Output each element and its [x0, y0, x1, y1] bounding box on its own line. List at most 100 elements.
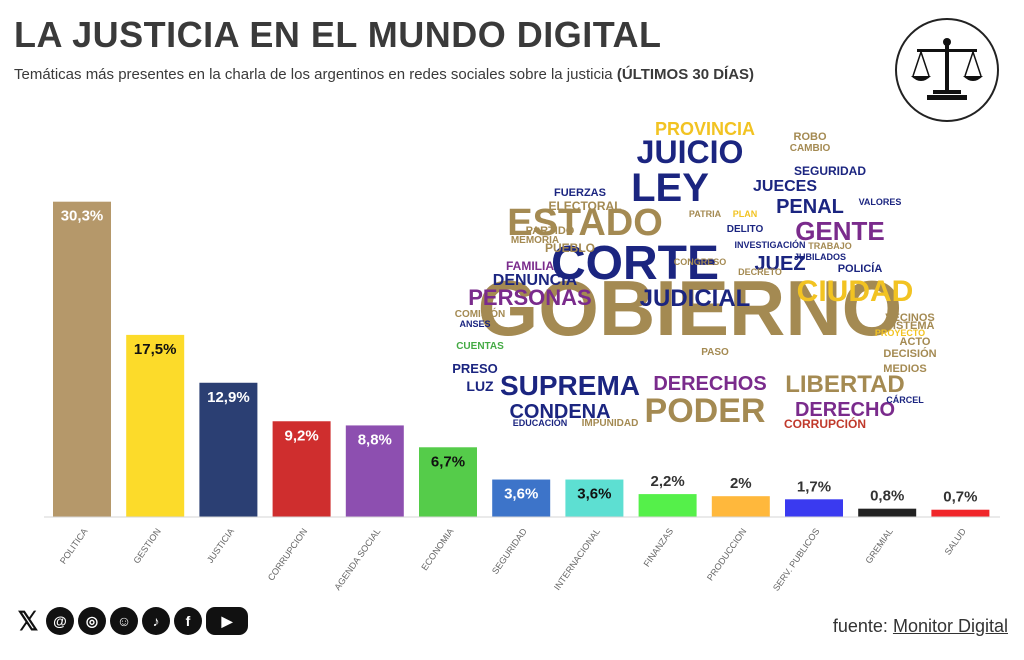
word-cloud-term: PARTIDO — [526, 225, 575, 237]
word-cloud-term: EDUCACIÓN — [513, 417, 568, 428]
bar-value-label: 8,8% — [358, 431, 392, 448]
word-cloud-term: PENAL — [776, 196, 844, 218]
word-cloud-term: ROBO — [794, 131, 827, 143]
word-cloud-term: CIUDAD — [797, 275, 914, 308]
bar-serv-publicos — [785, 499, 843, 517]
bar-value-label: 0,7% — [943, 489, 977, 506]
word-cloud-term: CORRUPCIÓN — [784, 416, 866, 431]
x-icon[interactable]: 𝕏 — [14, 606, 42, 636]
word-cloud-term: POLICÍA — [838, 262, 883, 275]
instagram-icon[interactable]: ◎ — [78, 607, 106, 635]
category-tick-label: GREMIAL — [863, 526, 894, 565]
word-cloud-term: MEMORIA — [511, 235, 559, 246]
word-cloud-term: FAMILIA — [506, 259, 554, 273]
word-cloud-term: TRABAJO — [808, 241, 852, 251]
source-credit: fuente: Monitor Digital — [833, 616, 1008, 637]
bar-finanzas — [638, 494, 697, 517]
word-cloud-term: DERECHOS — [653, 373, 766, 395]
category-tick-label: SALUD — [943, 526, 969, 557]
word-cloud-term: DELITO — [727, 224, 764, 235]
word-cloud-term: CORTE — [551, 237, 719, 290]
word-cloud-term: MEDIOS — [883, 363, 926, 375]
bar-agenda-social — [345, 425, 404, 517]
category-tick-label: FINANZAS — [642, 526, 676, 568]
word-cloud-term: PASO — [701, 347, 729, 358]
facebook-icon[interactable]: f — [174, 607, 202, 635]
social-links: 𝕏 @ ◎ ☺ ♪ f ▶ — [14, 606, 248, 636]
bar-value-label: 3,6% — [577, 486, 611, 503]
bar-value-label: 30,3% — [61, 208, 104, 225]
bar-justicia — [199, 382, 258, 517]
bar-seguridad — [492, 479, 551, 517]
category-tick-label: AGENDA SOCIAL — [332, 526, 382, 592]
word-cloud-term: DENUNCIA — [493, 272, 578, 289]
bar-politica — [53, 201, 111, 518]
category-tick-label: JUSTICIA — [205, 526, 236, 565]
word-cloud-term: GOBIERNO — [478, 264, 903, 352]
word-cloud-term: DERECHO — [795, 399, 895, 421]
word-cloud-term: CUENTAS — [456, 341, 504, 352]
word-cloud-term: SISTEMA — [886, 320, 935, 332]
bar-value-label: 9,2% — [284, 427, 318, 444]
word-cloud-term: SEGURIDAD — [794, 164, 866, 178]
word-cloud-term: JUBILADOS — [794, 252, 846, 262]
word-cloud-term: CAMBIO — [790, 143, 831, 154]
bar-internacional — [565, 479, 624, 517]
word-cloud-term: PLAN — [733, 209, 758, 219]
bar-value-label: 1,7% — [797, 478, 831, 495]
category-tick-label: POLITICA — [58, 526, 90, 565]
source-link[interactable]: Monitor Digital — [892, 616, 1008, 636]
bar-value-label: 3,6% — [504, 486, 538, 503]
word-cloud-term: PRESO — [452, 361, 498, 376]
bar-produccion — [711, 496, 770, 517]
category-tick-label: PRODUCCION — [705, 526, 748, 582]
bar-gestion — [126, 334, 185, 517]
word-cloud-term: GENTE — [795, 216, 885, 246]
word-cloud-term: PATRIA — [689, 209, 722, 219]
word-cloud-term: ELECTORAL — [548, 199, 621, 213]
newsletter-icon[interactable]: ☺ — [110, 607, 138, 635]
category-tick-label: SERV. PUBLICOS — [771, 526, 822, 592]
tiktok-icon[interactable]: ♪ — [142, 607, 170, 635]
bar-value-label: 17,5% — [134, 341, 177, 358]
word-cloud-term: DECISIÓN — [883, 347, 936, 360]
bar-economia — [419, 447, 477, 517]
word-cloud-term: COMISIÓN — [455, 307, 506, 320]
bar-value-label: 12,9% — [207, 389, 250, 406]
subtitle-text: Temáticas más presentes en la charla de … — [14, 66, 613, 83]
word-cloud-term: PROYECTO — [875, 328, 925, 338]
word-cloud-term: CONDENA — [509, 401, 610, 423]
youtube-icon[interactable]: ▶ — [206, 607, 248, 635]
word-cloud-term: ESTADO — [507, 202, 663, 244]
category-tick-label: INTERNACIONAL — [552, 526, 602, 592]
scales-of-justice-icon — [895, 18, 999, 122]
word-cloud-term: JUEZ — [754, 253, 805, 275]
word-cloud-term: CONGRESO — [674, 257, 727, 267]
word-cloud-term: VALORES — [859, 197, 902, 207]
word-cloud-term: DECRETO — [738, 267, 782, 277]
source-prefix: fuente: — [832, 616, 888, 636]
threads-icon[interactable]: @ — [46, 607, 74, 635]
bar-salud — [931, 509, 990, 517]
category-tick-label: GESTION — [131, 526, 162, 565]
word-cloud-term: JUECES — [753, 178, 817, 195]
word-cloud-term: LEY — [631, 166, 709, 210]
word-cloud-term: VECINOS — [885, 312, 935, 324]
word-cloud-term: LUZ — [466, 378, 494, 394]
bar-gremial — [858, 508, 917, 517]
page-subtitle: Temáticas más presentes en la charla de … — [14, 66, 754, 83]
word-cloud-term: PROVINCIA — [655, 119, 755, 139]
subtitle-period: (ÚLTIMOS 30 DÍAS) — [616, 66, 755, 83]
word-cloud-term: JUICIO — [637, 134, 744, 170]
word-cloud-term: JUDICIAL — [640, 285, 751, 312]
word-cloud-term: ANSES — [459, 319, 490, 329]
bar-value-label: 0,8% — [870, 488, 904, 505]
page-title: LA JUSTICIA EN EL MUNDO DIGITAL — [14, 14, 662, 55]
word-cloud-term: PERSONAS — [468, 285, 591, 310]
word-cloud-term: CÁRCEL — [886, 395, 924, 405]
bar-value-label: 6,7% — [431, 453, 465, 470]
category-tick-label: ECONOMIA — [419, 526, 455, 572]
category-tick-label: CORRUPCION — [266, 526, 309, 582]
